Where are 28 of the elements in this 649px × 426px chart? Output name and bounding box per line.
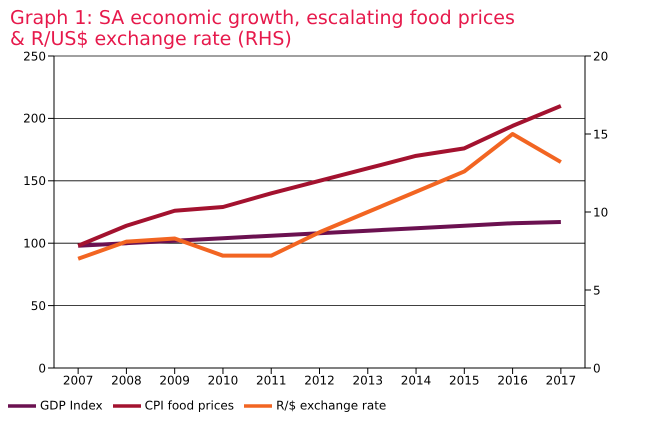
x-tick-label: 2008 bbox=[111, 374, 142, 388]
legend-label: CPI food prices bbox=[144, 398, 234, 412]
x-tick-label: 2017 bbox=[546, 374, 576, 388]
x-tick-label: 2014 bbox=[400, 374, 432, 388]
chart-title: Graph 1: SA economic growth, escalating food prices & R/US$ exchange rate (RHS) bbox=[10, 7, 516, 50]
y-tick-label: 200 bbox=[23, 112, 46, 126]
y-tick-label: 100 bbox=[23, 236, 46, 250]
line-series bbox=[76, 104, 563, 248]
x-tick-label: 2015 bbox=[449, 374, 480, 388]
x-tick-label: 2016 bbox=[497, 374, 528, 388]
y2-tick-label: 20 bbox=[593, 49, 608, 64]
y-tick-label: 0 bbox=[38, 361, 46, 376]
x-tick-label: 2013 bbox=[352, 374, 384, 388]
x-tick-label: 2010 bbox=[208, 374, 238, 388]
y-tick-label: 250 bbox=[23, 49, 46, 64]
x-tick-label: 2012 bbox=[304, 374, 335, 388]
y2-tick-label: 10 bbox=[593, 205, 608, 220]
y-tick-label: 150 bbox=[23, 174, 46, 188]
legend-label: R/$ exchange rate bbox=[276, 398, 386, 412]
line-series bbox=[76, 132, 563, 261]
y2-tick-label: 0 bbox=[593, 361, 601, 376]
y2-tick-label: 5 bbox=[593, 283, 601, 298]
legend-label: GDP Index bbox=[40, 398, 103, 412]
y-tick-label: 50 bbox=[30, 298, 46, 313]
y2-tick-label: 15 bbox=[593, 127, 608, 142]
x-tick-label: 2007 bbox=[62, 374, 94, 388]
x-tick-label: 2009 bbox=[159, 374, 190, 388]
x-tick-label: 2011 bbox=[256, 374, 286, 388]
